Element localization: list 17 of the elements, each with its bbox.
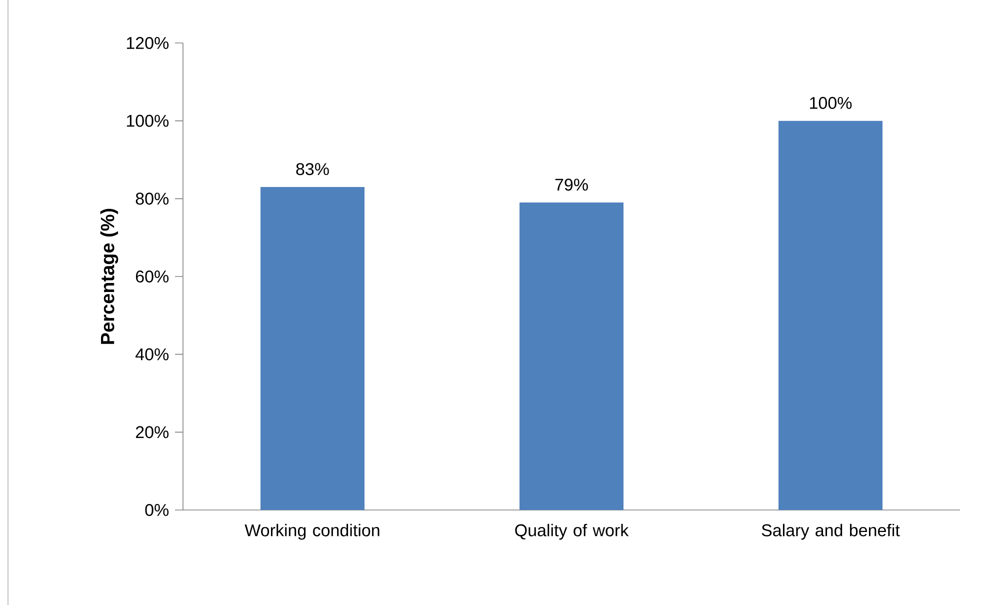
y-tick-label: 120% — [126, 36, 169, 50]
bar — [260, 186, 365, 510]
data-label: 83% — [296, 163, 329, 176]
x-tick-label: Working condition — [244, 524, 380, 540]
data-label: 79% — [555, 178, 588, 191]
x-tick-label: Salary and benefit — [762, 524, 900, 540]
bar — [520, 202, 624, 510]
y-tick-label: 100% — [126, 114, 169, 127]
x-tick-label: Quality of work — [515, 524, 629, 540]
y-axis-title: Percentage (%) — [100, 208, 118, 344]
y-tick-label: 20% — [136, 426, 169, 438]
y-tick-label: 80% — [136, 192, 169, 205]
y-tick-label: 0% — [145, 504, 169, 516]
data-label: 100% — [810, 96, 852, 109]
y-tick-label: 40% — [136, 348, 169, 360]
bar — [778, 120, 883, 510]
y-tick-label: 60% — [136, 270, 169, 283]
